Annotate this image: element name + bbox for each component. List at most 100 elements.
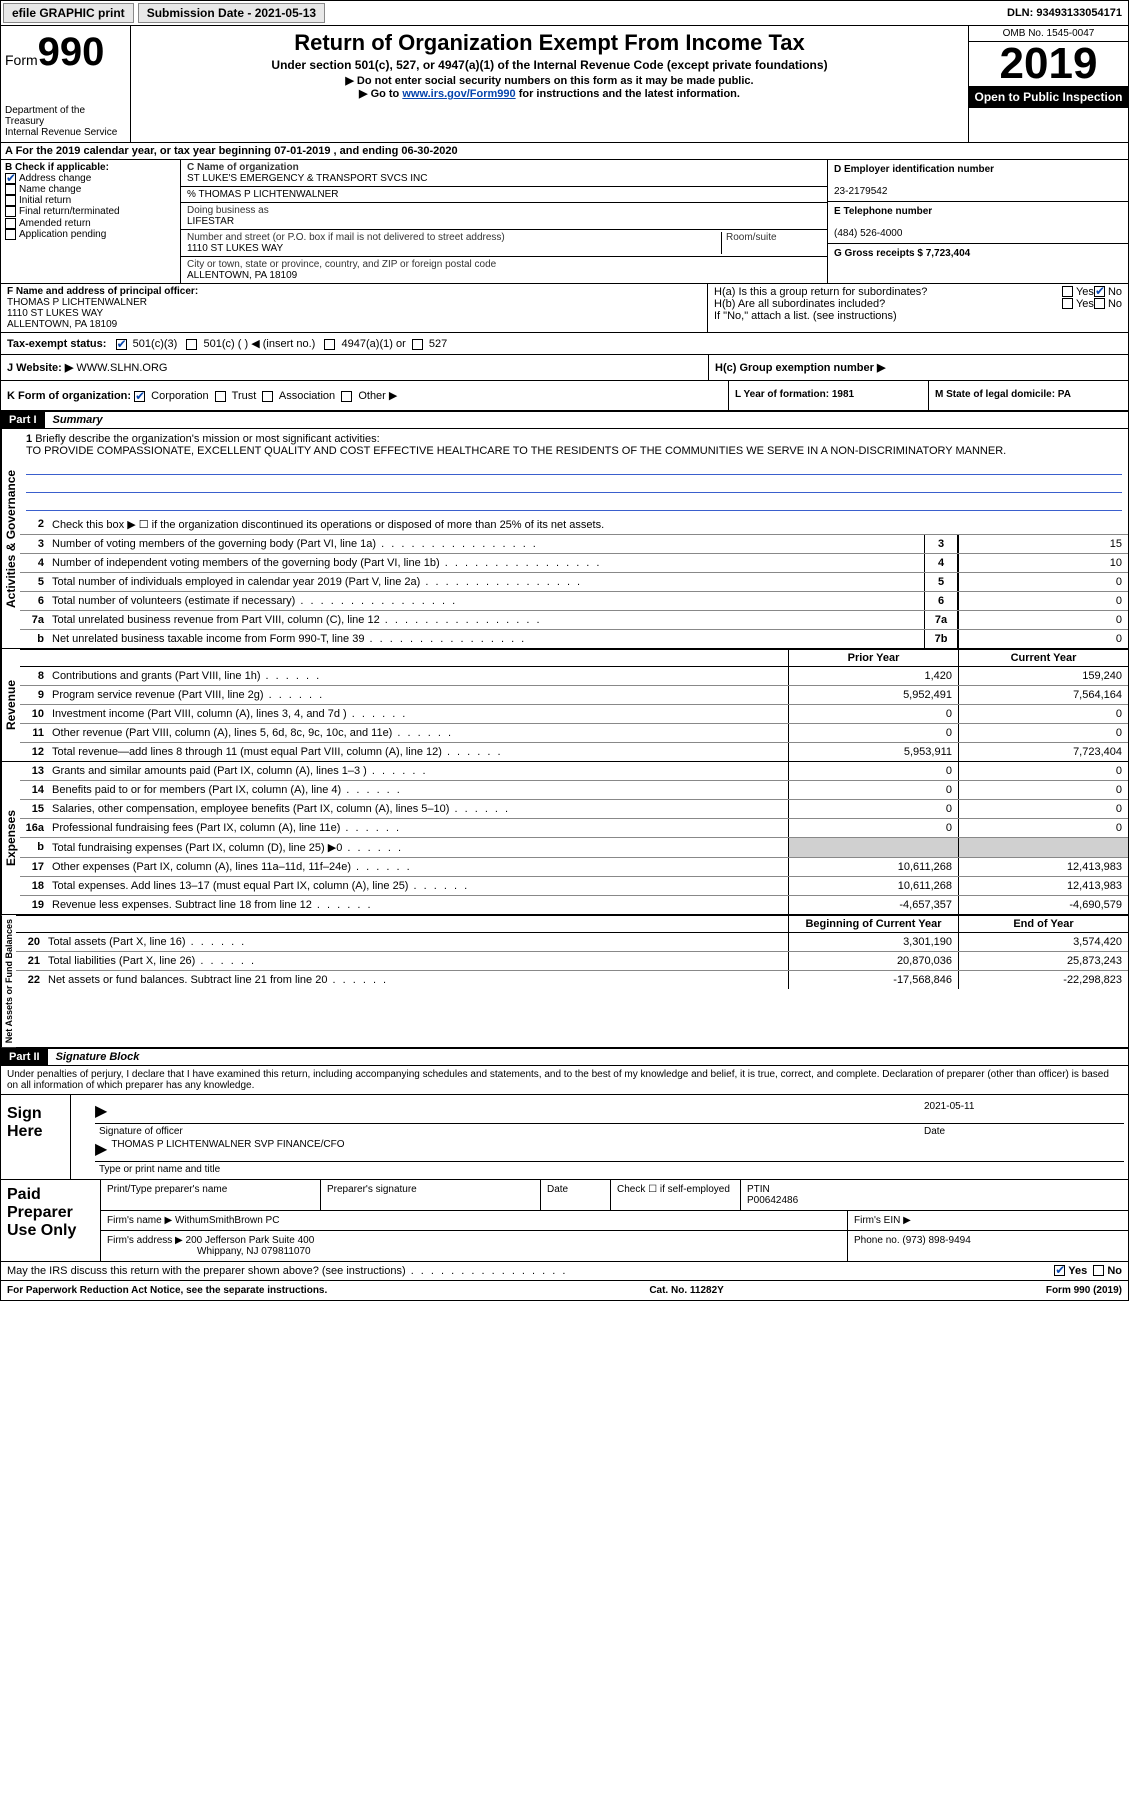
check-address-change[interactable] (5, 173, 16, 184)
501c3-label: 501(c)(3) (133, 338, 178, 350)
hc-label: H(c) Group exemption number ▶ (715, 362, 885, 374)
initial-label: Initial return (19, 195, 71, 206)
summary-line: 19Revenue less expenses. Subtract line 1… (20, 896, 1128, 914)
hb-note: If "No," attach a list. (see instruction… (714, 310, 1122, 322)
form-number: 990 (38, 30, 105, 74)
paid-grid: Print/Type preparer's name Preparer's si… (101, 1180, 1128, 1261)
hb-yes[interactable] (1062, 298, 1073, 309)
footer-left: For Paperwork Reduction Act Notice, see … (7, 1285, 327, 1296)
discuss-no-check[interactable] (1093, 1265, 1104, 1276)
hb-yes-lbl: Yes (1076, 298, 1094, 310)
phone-value: (484) 526-4000 (834, 228, 902, 239)
name-change-label: Name change (19, 184, 81, 195)
note2-post: for instructions and the latest informat… (516, 88, 740, 100)
dept-label: Department of the Treasury Internal Reve… (5, 105, 126, 138)
prep-name-hdr: Print/Type preparer's name (101, 1180, 321, 1210)
website-value: WWW.SLHN.ORG (76, 362, 167, 374)
hb-no[interactable] (1094, 298, 1105, 309)
check-assoc[interactable] (262, 391, 273, 402)
check-corp[interactable] (134, 391, 145, 402)
check-4947[interactable] (324, 339, 335, 350)
footer: For Paperwork Reduction Act Notice, see … (1, 1281, 1128, 1300)
ha-yes-lbl: Yes (1076, 286, 1094, 298)
officer-addr2: ALLENTOWN, PA 18109 (7, 319, 117, 330)
submission-date-button[interactable]: Submission Date - 2021-05-13 (138, 3, 325, 23)
name-title-label: Type or print name and title (99, 1164, 1124, 1175)
check-name-change[interactable] (5, 184, 16, 195)
amended-label: Amended return (19, 218, 91, 229)
exp-side-label: Expenses (1, 762, 20, 914)
header-left: Form990 Department of the Treasury Inter… (1, 26, 131, 142)
fh-row: F Name and address of principal officer:… (1, 284, 1128, 333)
summary-line: 17Other expenses (Part IX, column (A), l… (20, 858, 1128, 877)
org-name: ST LUKE'S EMERGENCY & TRANSPORT SVCS INC (187, 173, 428, 184)
part1-header: Part I Summary (1, 412, 1128, 429)
l-value: L Year of formation: 1981 (735, 389, 854, 400)
section-deg: D Employer identification number23-21795… (828, 160, 1128, 283)
hb-no-lbl: No (1108, 298, 1122, 310)
ein-value: 23-2179542 (834, 186, 887, 197)
section-k: K Form of organization: Corporation Trus… (1, 381, 728, 410)
firm-ein-label: Firm's EIN ▶ (848, 1211, 1128, 1230)
prep-date-hdr: Date (541, 1180, 611, 1210)
check-app-pending[interactable] (5, 229, 16, 240)
prior-year-hdr: Prior Year (788, 650, 958, 666)
footer-right: Form 990 (2019) (1046, 1285, 1122, 1296)
section-h: H(a) Is this a group return for subordin… (708, 284, 1128, 332)
addr-label: Number and street (or P.O. box if mail i… (187, 232, 505, 243)
summary-line: 16aProfessional fundraising fees (Part I… (20, 819, 1128, 838)
check-501c3[interactable] (116, 339, 127, 350)
section-l: L Year of formation: 1981 (728, 381, 928, 410)
rev-section: Revenue Prior Year Current Year 8Contrib… (1, 649, 1128, 762)
summary-line: 21Total liabilities (Part X, line 26)20,… (16, 952, 1128, 971)
mission-block: 1 Briefly describe the organization's mi… (20, 429, 1128, 515)
b-label: B Check if applicable: (5, 162, 176, 173)
discuss-no: No (1107, 1265, 1122, 1277)
self-emp-check: Check ☐ if self-employed (611, 1180, 741, 1210)
line-a: A For the 2019 calendar year, or tax yea… (1, 143, 1128, 160)
part1-title: Summary (45, 412, 111, 428)
check-527[interactable] (412, 339, 423, 350)
hb-label: H(b) Are all subordinates included? (714, 298, 1062, 310)
note-ssn: ▶ Do not enter social security numbers o… (135, 74, 964, 87)
summary-line: bTotal fundraising expenses (Part IX, co… (20, 838, 1128, 858)
phone-label: E Telephone number (834, 206, 932, 217)
sign-content: ▶2021-05-11 Signature of officerDate ▶TH… (71, 1095, 1128, 1179)
exp-section: Expenses 13Grants and similar amounts pa… (1, 762, 1128, 915)
na-body: Beginning of Current Year End of Year 20… (16, 915, 1128, 1047)
check-initial[interactable] (5, 195, 16, 206)
sig-date-label: Date (924, 1126, 1124, 1137)
i-label: Tax-exempt status: (7, 338, 106, 350)
dln-label: DLN: 93493133054171 (1001, 5, 1128, 21)
efile-button[interactable]: efile GRAPHIC print (3, 3, 134, 23)
arrow-icon: ▶ (95, 1139, 107, 1159)
501c-label: 501(c) ( ) ◀ (insert no.) (204, 338, 316, 350)
gross-receipts: G Gross receipts $ 7,723,404 (834, 248, 970, 259)
check-trust[interactable] (215, 391, 226, 402)
open-inspection: Open to Public Inspection (969, 86, 1128, 108)
jhc-row: J Website: ▶ WWW.SLHN.ORG H(c) Group exe… (1, 355, 1128, 381)
check-amended[interactable] (5, 218, 16, 229)
discuss-question: May the IRS discuss this return with the… (7, 1265, 406, 1277)
summary-line: 4Number of independent voting members of… (20, 554, 1128, 573)
ha-yes[interactable] (1062, 286, 1073, 297)
check-other[interactable] (341, 391, 352, 402)
discuss-yes-check[interactable] (1054, 1265, 1065, 1276)
check-final[interactable] (5, 206, 16, 217)
firm-addr-label: Firm's address ▶ (107, 1235, 183, 1246)
paid-label: Paid Preparer Use Only (1, 1180, 101, 1261)
firm-addr2: Whippany, NJ 079811070 (197, 1246, 311, 1257)
sig-officer-line (111, 1101, 924, 1121)
sign-here-label: Sign Here (1, 1095, 71, 1179)
summary-line: 11Other revenue (Part VIII, column (A), … (20, 724, 1128, 743)
firm-phone: Phone no. (973) 898-9494 (848, 1231, 1128, 1261)
ha-no[interactable] (1094, 286, 1105, 297)
irs-link[interactable]: www.irs.gov/Form990 (402, 88, 515, 100)
mission-text: TO PROVIDE COMPASSIONATE, EXCELLENT QUAL… (26, 445, 1006, 457)
rule (26, 495, 1122, 511)
check-501c[interactable] (186, 339, 197, 350)
klm-row: K Form of organization: Corporation Trus… (1, 381, 1128, 412)
summary-line: 15Salaries, other compensation, employee… (20, 800, 1128, 819)
ag-section: Activities & Governance 1 Briefly descri… (1, 429, 1128, 649)
form-title: Return of Organization Exempt From Incom… (135, 30, 964, 56)
